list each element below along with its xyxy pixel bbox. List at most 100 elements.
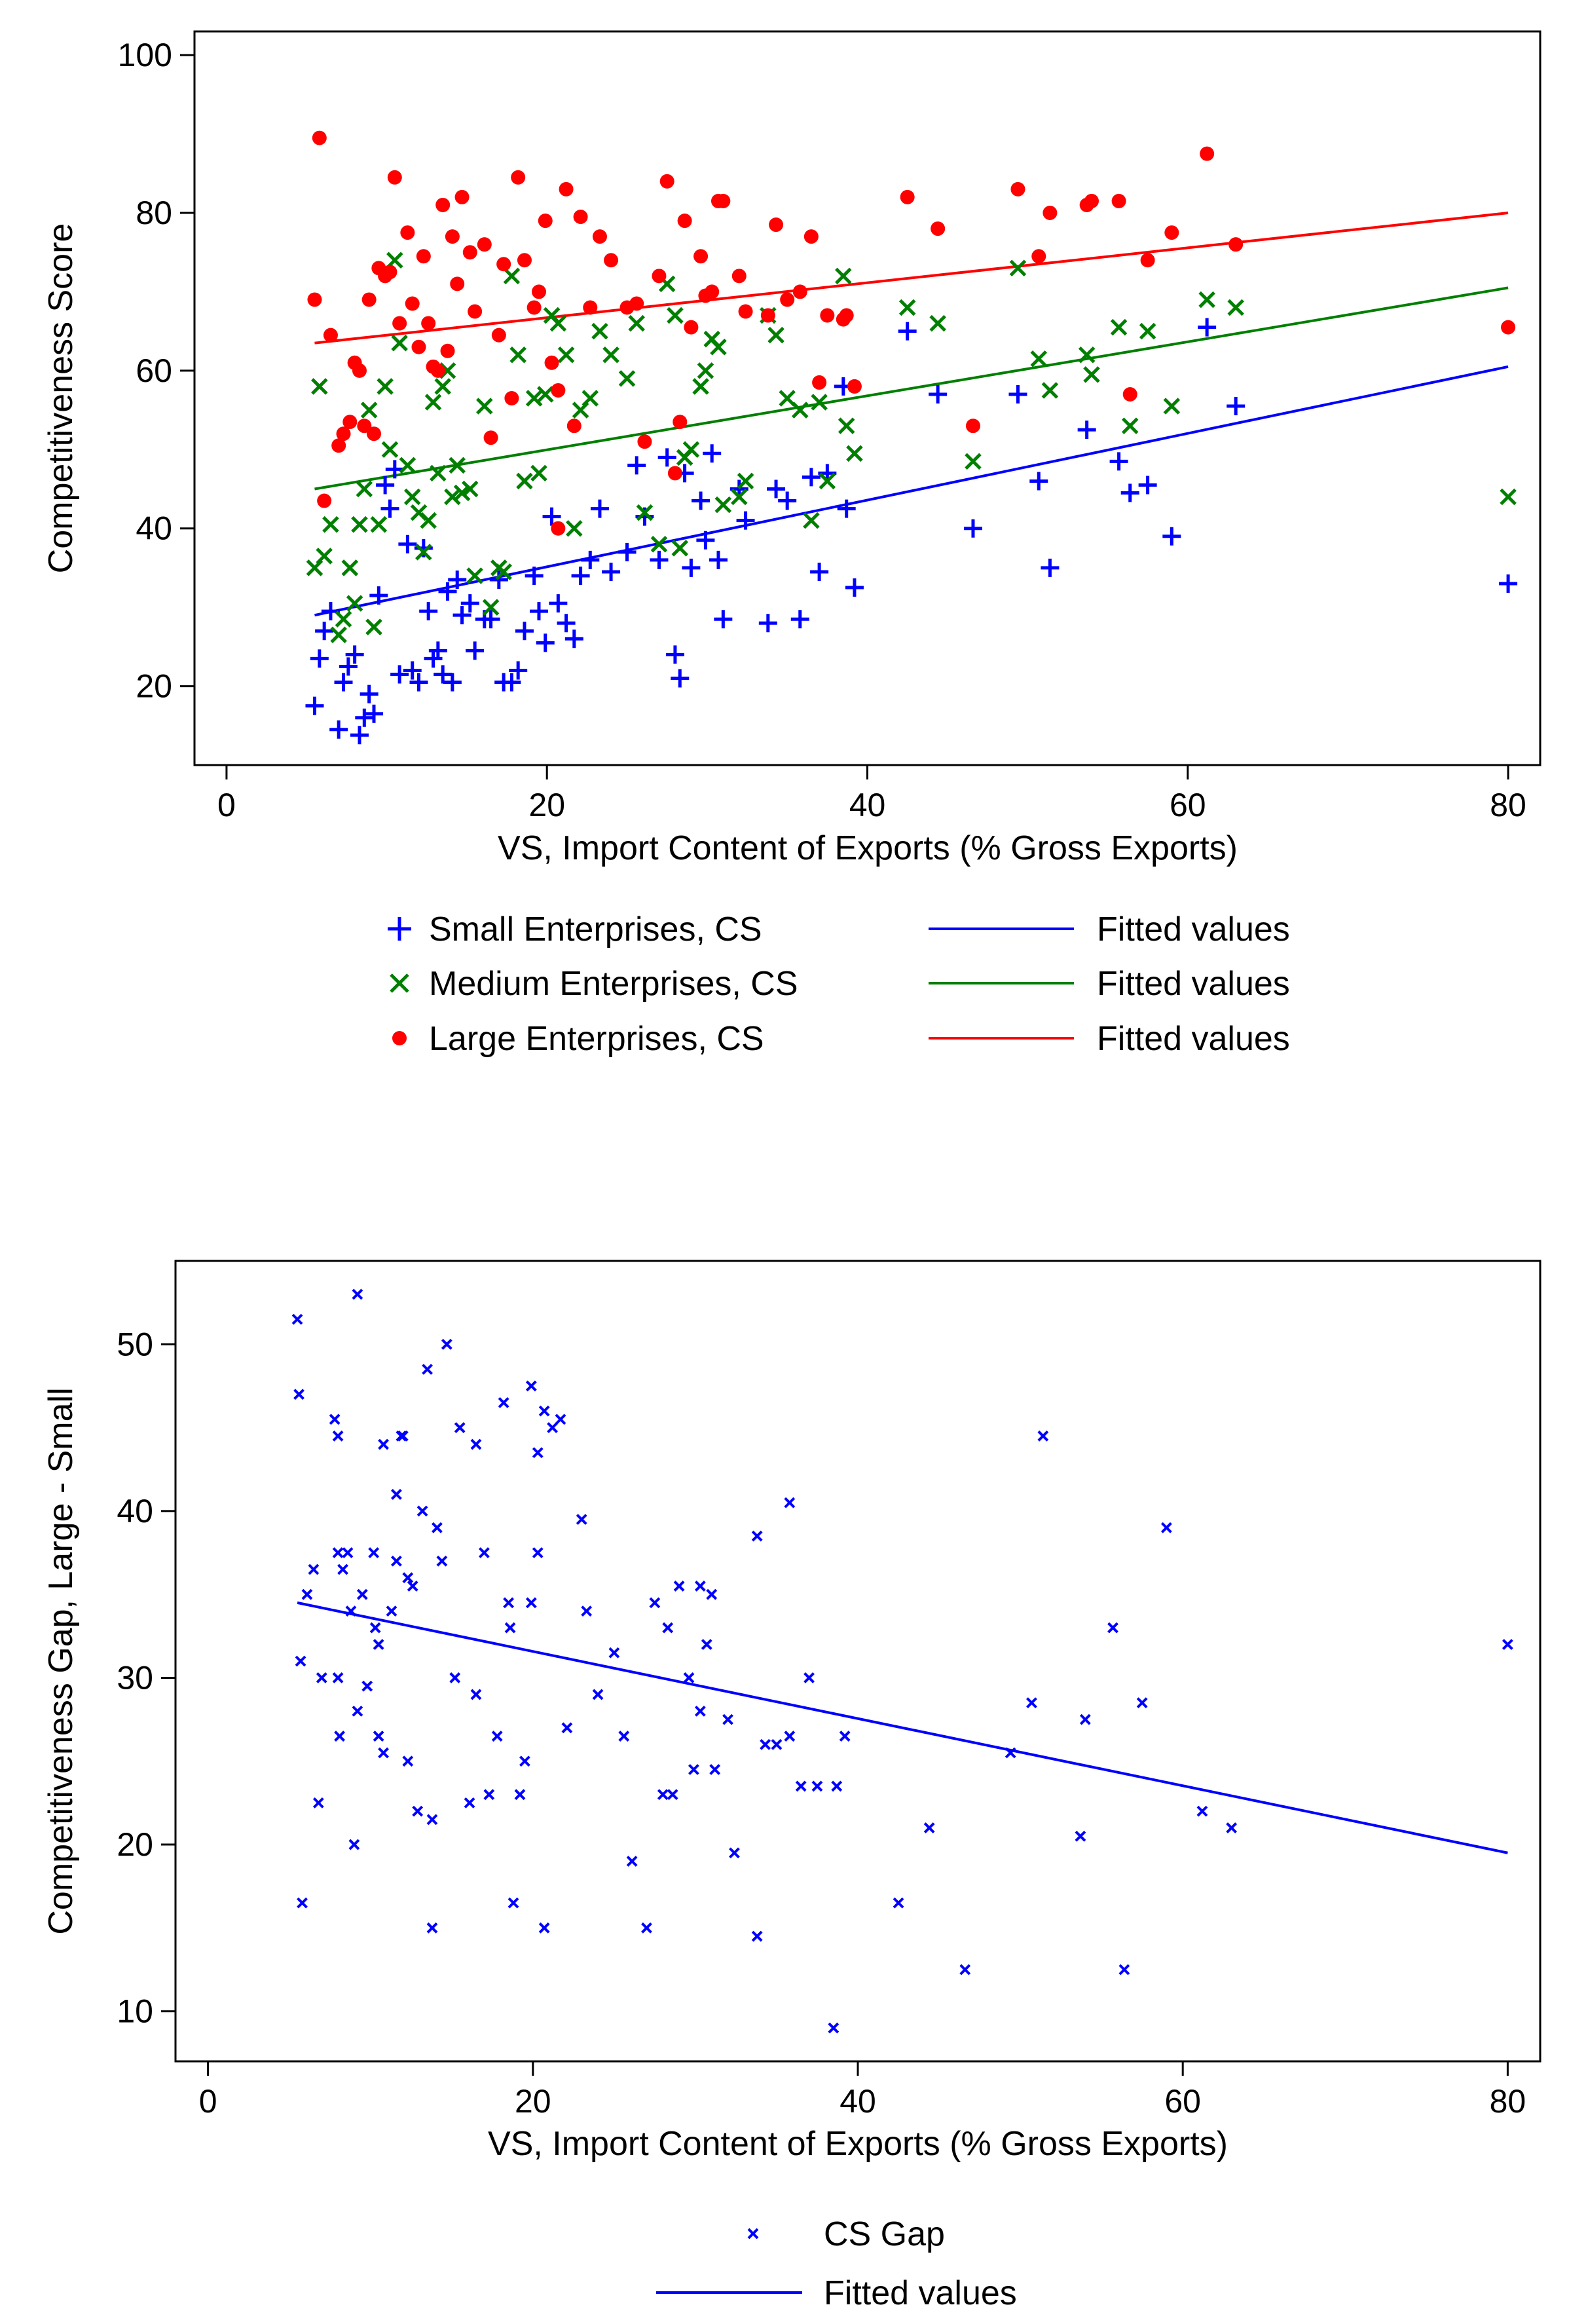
- chart-1-point-small-enterprises-cs-35: [502, 673, 521, 692]
- chart-2-point-cs-gap-49: [483, 1789, 495, 1801]
- chart-1-point-large-enterprises-cs-52: [652, 269, 667, 284]
- chart-2-point-cs-gap-12: [334, 1731, 345, 1742]
- chart-2-point-cs-gap-53: [504, 1622, 516, 1634]
- chart-2-point-cs-gap-16: [348, 1839, 360, 1850]
- chart-1-points: [305, 130, 1518, 745]
- chart-1-y-ticks: 20 40 60 80 100: [118, 37, 194, 705]
- chart-1-point-small-enterprises-cs-77: [963, 519, 982, 538]
- chart-2-point-cs-gap-60: [532, 1547, 544, 1558]
- chart-1-point-medium-enterprises-cs-71: [819, 472, 836, 490]
- chart-1-x-tick-label-0: 0: [217, 787, 236, 823]
- chart-1-point-small-enterprises-cs-18: [403, 661, 422, 680]
- chart-1-point-small-enterprises-cs-73: [837, 499, 856, 518]
- chart-1-point-medium-enterprises-cs-62: [714, 496, 732, 514]
- chart-1-point-small-enterprises-cs-50: [627, 456, 646, 475]
- chart-1-point-large-enterprises-cs-43: [559, 181, 574, 197]
- chart-1-point-medium-enterprises-cs-8: [351, 515, 368, 533]
- chart-1-point-small-enterprises-cs-37: [515, 622, 534, 641]
- chart-1-point-medium-enterprises-cs-55: [671, 540, 689, 557]
- chart-1-point-medium-enterprises-cs-82: [1083, 366, 1100, 383]
- chart-1-point-large-enterprises-cs-20: [416, 249, 431, 264]
- chart-1-point-small-enterprises-cs-88: [1499, 574, 1518, 593]
- chart-2-point-cs-gap-26: [378, 1747, 389, 1759]
- chart-2-point-cs-gap-82: [701, 1639, 712, 1650]
- chart-1-point-small-enterprises-cs-75: [898, 322, 917, 341]
- chart-2-point-cs-gap-37: [422, 1364, 433, 1375]
- chart-1-y-tick-label-20: 20: [136, 668, 172, 705]
- chart-1: 0 20 40 60 80 20 40 60 80 100 VS, Import Content…: [42, 30, 1541, 1058]
- chart-2-point-cs-gap-50: [491, 1731, 503, 1742]
- chart-1-point-large-enterprises-cs-75: [900, 189, 915, 204]
- chart-2-point-cs-gap-20: [361, 1680, 373, 1692]
- chart-1-point-small-enterprises-cs-65: [758, 614, 777, 633]
- chart-2-point-cs-gap-46: [470, 1438, 482, 1450]
- chart-1-point-large-enterprises-cs-55: [673, 415, 688, 430]
- chart-1-point-medium-enterprises-cs-73: [838, 417, 855, 434]
- chart-1-point-large-enterprises-cs-21: [421, 316, 436, 331]
- chart-1-point-large-enterprises-cs-74: [847, 379, 862, 394]
- chart-1-y-tick-label-100: 100: [118, 37, 172, 73]
- chart-2-point-cs-gap-113: [1502, 1639, 1513, 1650]
- chart-2-point-cs-gap-102: [1005, 1747, 1016, 1759]
- chart-1-point-medium-enterprises-cs-88: [1227, 299, 1244, 316]
- chart-1-point-large-enterprises-cs-85: [1140, 253, 1155, 268]
- chart-1-point-large-enterprises-cs-46: [583, 300, 598, 315]
- chart-1-point-medium-enterprises-cs-75: [898, 299, 916, 316]
- chart-2-point-cs-gap-97: [831, 1780, 843, 1792]
- chart-2-point-cs-gap-54: [508, 1897, 519, 1909]
- chart-2-point-cs-gap-47: [470, 1689, 482, 1700]
- chart-1-point-small-enterprises-cs-62: [714, 610, 733, 629]
- chart-1-point-small-enterprises-cs-13: [376, 476, 395, 495]
- chart-1-point-large-enterprises-cs-45: [573, 210, 588, 225]
- chart-1-point-large-enterprises-cs-56: [677, 214, 692, 229]
- chart-2-point-cs-gap-85: [722, 1714, 733, 1725]
- chart-2-point-cs-gap-100: [923, 1822, 935, 1833]
- chart-1-y-axis-title: Competitiveness Score: [42, 223, 80, 574]
- chart-1-point-small-enterprises-cs-54: [665, 645, 684, 664]
- chart-1-point-small-enterprises-cs-15: [385, 460, 404, 479]
- chart-1-point-large-enterprises-cs-67: [780, 292, 795, 307]
- chart-2-point-cs-gap-73: [649, 1597, 661, 1609]
- chart-2-point-cs-gap-13: [337, 1564, 348, 1575]
- chart-1-point-large-enterprises-cs-27: [450, 276, 465, 291]
- chart-1-point-large-enterprises-cs-34: [496, 257, 511, 272]
- chart-1-point-small-enterprises-cs-26: [443, 673, 462, 692]
- chart-2-point-cs-gap-4: [301, 1588, 313, 1600]
- chart-1-point-medium-enterprises-cs-5: [335, 610, 352, 628]
- chart-1-point-small-enterprises-cs-30: [466, 641, 485, 660]
- chart-1-point-large-enterprises-cs-80: [1043, 205, 1058, 220]
- chart-1-point-small-enterprises-cs-58: [692, 491, 711, 510]
- chart-1-point-large-enterprises-cs-28: [454, 189, 470, 204]
- chart-1-point-small-enterprises-cs-45: [571, 566, 590, 585]
- chart-1-point-small-enterprises-cs-29: [460, 594, 479, 613]
- chart-2-point-cs-gap-68: [592, 1689, 604, 1700]
- chart-2-point-cs-gap-44: [454, 1422, 466, 1433]
- chart-2-legend: CS Gap Fitted values: [656, 2215, 1017, 2312]
- chart-1-point-small-enterprises-cs-47: [590, 499, 609, 518]
- chart-2-point-cs-gap-38: [426, 1814, 438, 1826]
- chart-2-x-tick-label-60: 60: [1164, 2083, 1201, 2120]
- chart-2-point-cs-gap-18: [352, 1288, 363, 1300]
- chart-1-point-medium-enterprises-cs-32: [482, 599, 500, 616]
- chart-1-point-small-enterprises-cs-81: [1077, 421, 1096, 440]
- chart-1-point-medium-enterprises-cs-11: [365, 618, 382, 636]
- chart-1-x-ticks: 0 20 40 60 80: [217, 765, 1526, 823]
- chart-1-point-medium-enterprises-cs-49: [618, 370, 636, 387]
- chart-2-point-cs-gap-107: [1107, 1622, 1118, 1634]
- chart-2-points: [291, 1288, 1513, 2034]
- chart-1-point-medium-enterprises-cs-48: [602, 346, 619, 364]
- chart-2-point-cs-gap-40: [432, 1522, 443, 1533]
- chart-1-point-large-enterprises-cs-1: [312, 130, 327, 145]
- chart-2-point-cs-gap-42: [441, 1338, 452, 1350]
- chart-1-y-tick-label-80: 80: [136, 195, 172, 231]
- chart-1-point-large-enterprises-cs-24: [435, 197, 451, 212]
- chart-1-point-large-enterprises-cs-71: [820, 308, 835, 323]
- chart-1-point-small-enterprises-cs-16: [390, 665, 409, 684]
- chart-1-x-tick-label-80: 80: [1490, 787, 1526, 823]
- chart-1-point-small-enterprises-cs-10: [360, 684, 378, 703]
- chart-1-point-small-enterprises-cs-69: [802, 468, 821, 487]
- chart-2-point-cs-gap-108: [1118, 1964, 1130, 1976]
- legend-marker-large-enterprises: [392, 1031, 407, 1045]
- chart-1-point-large-enterprises-cs-15: [387, 170, 402, 185]
- chart-1-point-large-enterprises-cs-4: [331, 438, 346, 453]
